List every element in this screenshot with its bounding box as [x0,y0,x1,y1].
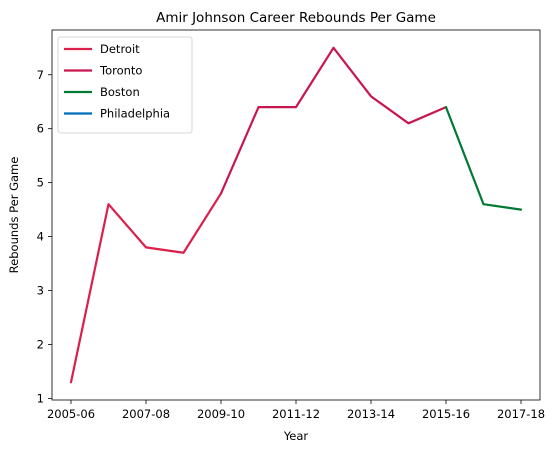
x-tick-label: 2005-06 [47,407,95,421]
y-tick-label: 4 [37,230,44,244]
series-line-0 [69,192,223,384]
legend-label-2: Boston [100,85,140,99]
chart-title: Amir Johnson Career Rebounds Per Game [156,10,436,26]
y-axis-title: Rebounds Per Game [7,157,21,274]
y-tick-label: 3 [37,284,44,298]
series-line-2 [444,106,523,211]
x-tick-label: 2007-08 [122,407,170,421]
y-tick-label: 5 [37,176,44,190]
legend: Detroit Toronto Boston Philadelphia [57,36,193,134]
x-tick-label: 2013-14 [347,407,395,421]
legend-label-1: Toronto [99,64,142,78]
y-axis: 1 2 3 4 5 6 7 [37,68,52,405]
x-axis: 2005-06 2007-08 2009-10 2011-12 2013-14 2015-… [47,400,545,421]
plot-lines [69,46,523,384]
y-tick-label: 1 [37,391,44,405]
x-tick-label: 2017-18 [497,407,545,421]
y-tick-label: 2 [37,337,44,351]
x-tick-label: 2009-10 [197,407,245,421]
series-line-1 [219,46,448,195]
legend-box [57,36,193,134]
y-tick-label: 7 [37,68,44,82]
x-axis-title: Year [283,429,309,443]
legend-label-3: Philadelphia [100,107,170,121]
legend-label-0: Detroit [100,42,140,56]
x-tick-label: 2011-12 [272,407,320,421]
x-tick-label: 2015-16 [422,407,470,421]
y-tick-label: 6 [37,122,44,136]
